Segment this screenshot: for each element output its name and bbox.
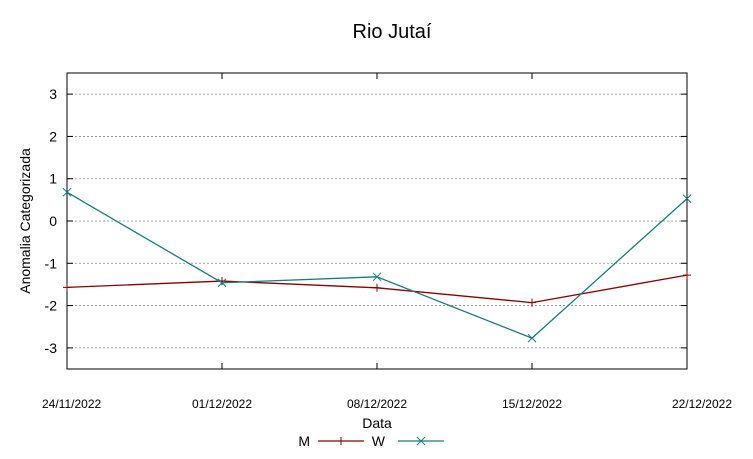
data-point-M	[63, 283, 71, 292]
y-tick-label: -3	[45, 340, 58, 356]
y-tick-label: -2	[45, 298, 58, 314]
data-point-M	[528, 298, 536, 307]
x-axis-label: Data	[362, 415, 392, 431]
data-point-W	[62, 187, 72, 197]
x-tick-label: 24/11/2022	[42, 397, 101, 411]
data-point-W	[372, 272, 382, 282]
legend-marker-W	[416, 436, 426, 446]
y-tick-label: 0	[49, 213, 57, 229]
y-axis-label: Anomalia Categorizada	[17, 148, 33, 294]
data-point-W	[217, 278, 227, 288]
x-tick-label: 01/12/2022	[192, 397, 252, 411]
x-tick-label: 22/12/2022	[672, 397, 732, 411]
chart-title: Rio Jutaí	[353, 21, 432, 43]
y-tick-label: -1	[45, 255, 58, 271]
data-point-M	[373, 283, 381, 292]
y-tick-label: 2	[49, 128, 57, 144]
x-axis: 24/11/2022 01/12/2022 08/12/2022 15/12/2022…	[42, 73, 732, 411]
data-point-M	[683, 271, 691, 280]
grid	[67, 93, 687, 349]
data-point-W	[682, 194, 692, 203]
series-line-W	[66, 191, 688, 339]
series-layer	[62, 187, 692, 343]
x-tick-label: 15/12/2022	[502, 397, 562, 411]
y-axis: -3 -2 -1 0 1 2 3	[45, 86, 687, 356]
y-tick-label: 1	[49, 171, 57, 187]
data-point-W	[527, 333, 537, 343]
y-tick-label: 3	[49, 86, 57, 102]
legend-label-W: W	[372, 433, 386, 449]
x-tick-label: 08/12/2022	[347, 397, 407, 411]
legend-label-M: M	[298, 433, 310, 449]
legend-marker-M	[337, 437, 345, 445]
